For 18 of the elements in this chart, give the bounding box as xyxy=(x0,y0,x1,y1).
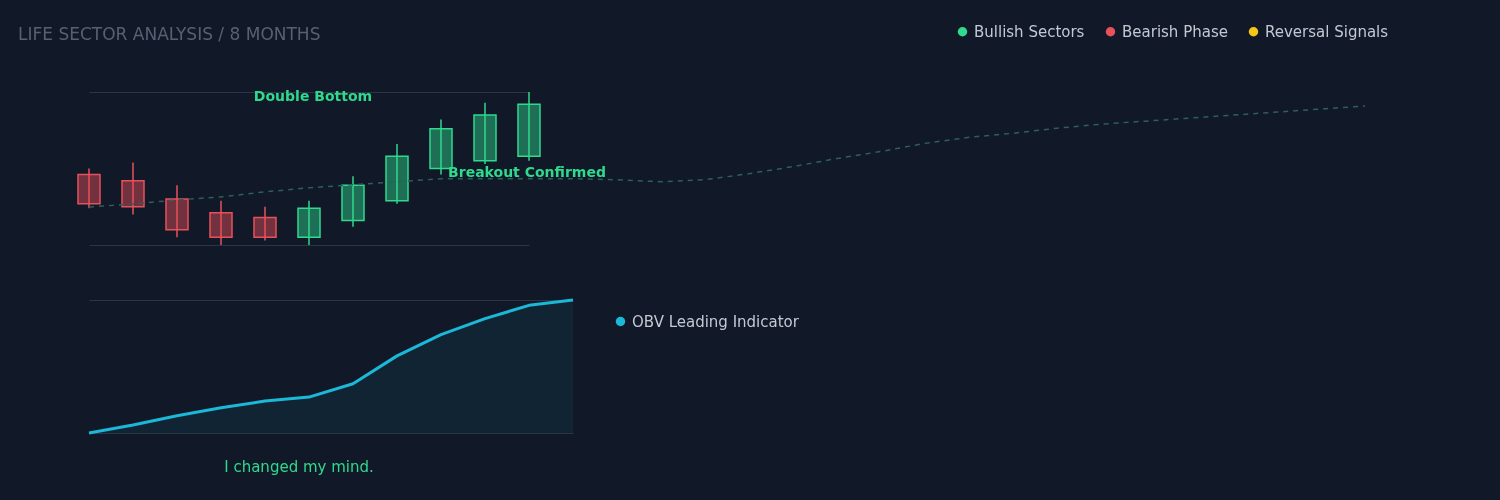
candlestick xyxy=(297,199,321,246)
annotation: Double Bottom xyxy=(253,88,373,104)
candlestick xyxy=(121,161,145,216)
candlestick xyxy=(341,175,365,228)
candlestick xyxy=(165,184,189,239)
text: I changed my mind. xyxy=(224,458,374,476)
legend-label: Bearish Phase xyxy=(1122,22,1228,41)
legend-label: Bullish Sectors xyxy=(974,22,1085,41)
legend-label: Reversal Signals xyxy=(1265,22,1389,41)
chart-title: LIFE SECTOR ANALYSIS / 8 MONTHS xyxy=(18,24,321,44)
candlestick xyxy=(209,199,233,246)
legend-label: OBV Leading Indicator xyxy=(632,312,800,331)
candlestick xyxy=(77,167,101,210)
candlestick xyxy=(473,101,497,165)
candlestick xyxy=(385,143,409,205)
annotation: Breakout Confirmed xyxy=(448,164,606,180)
candlestick xyxy=(517,91,541,162)
candlestick xyxy=(253,206,277,242)
